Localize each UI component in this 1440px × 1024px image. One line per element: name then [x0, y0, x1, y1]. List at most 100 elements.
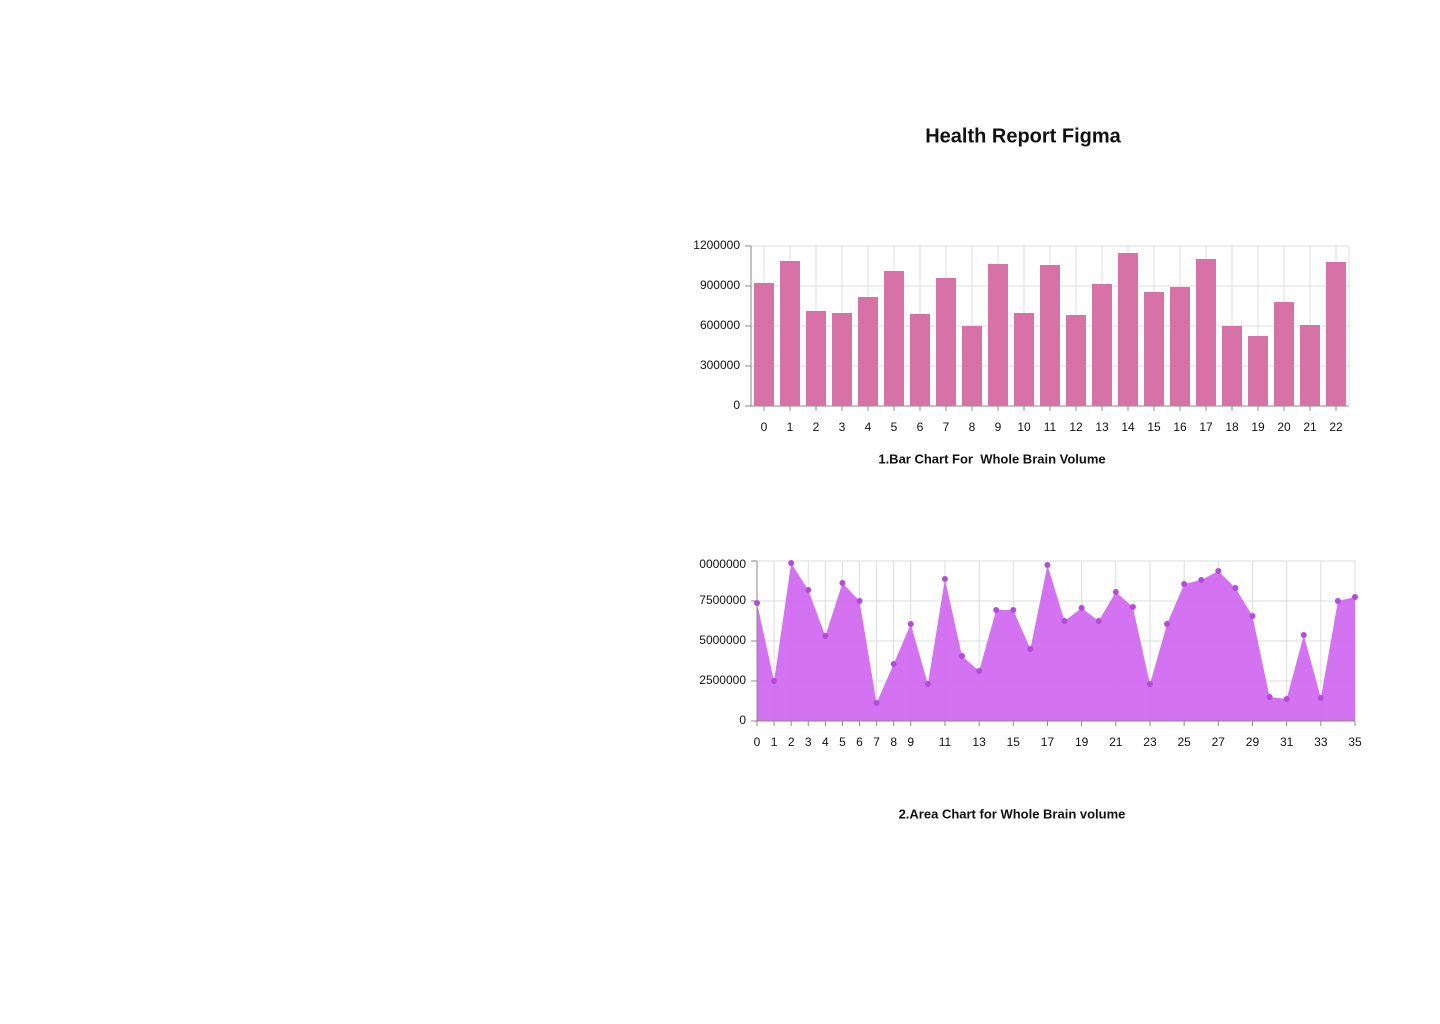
- x-tick-label: 11: [1044, 420, 1057, 434]
- bar: [780, 261, 800, 406]
- point: [771, 678, 778, 684]
- bar: [1222, 326, 1242, 406]
- y-tick-label: 7500000: [699, 593, 746, 607]
- point: [1027, 646, 1034, 652]
- area: [757, 563, 1355, 721]
- x-tick-label: 12: [1069, 420, 1083, 434]
- point: [1112, 589, 1119, 595]
- point: [856, 598, 863, 604]
- point: [993, 607, 1000, 613]
- x-tick-label: 3: [805, 735, 812, 749]
- x-tick-label: 5: [891, 420, 898, 434]
- x-tick-label: 11: [939, 735, 952, 749]
- y-tick-label: 2500000: [699, 673, 746, 687]
- x-tick-label: 7: [943, 420, 950, 434]
- x-tick-label: 35: [1348, 735, 1362, 749]
- point: [754, 600, 760, 606]
- x-tick-label: 20: [1277, 420, 1291, 434]
- x-tick-label: 4: [822, 735, 829, 749]
- x-tick-label: 15: [1147, 420, 1161, 434]
- point: [1164, 621, 1171, 627]
- x-tick-label: 8: [890, 735, 897, 749]
- point: [822, 633, 829, 639]
- bar: [1118, 253, 1138, 406]
- x-tick-label: 27: [1212, 735, 1226, 749]
- point: [1352, 594, 1358, 600]
- x-tick-label: 4: [865, 420, 872, 434]
- x-tick-label: 19: [1251, 420, 1265, 434]
- point: [788, 560, 795, 566]
- x-tick-label: 8: [969, 420, 976, 434]
- point: [1198, 577, 1205, 583]
- point: [976, 668, 983, 674]
- x-tick-label: 7: [873, 735, 880, 749]
- chart-caption: 2.Area Chart for Whole Brain volume: [899, 806, 1126, 821]
- page-title: Health Report Figma: [925, 125, 1121, 147]
- point: [1317, 695, 1324, 701]
- x-tick-label: 0: [761, 420, 768, 434]
- point: [1232, 585, 1239, 591]
- x-tick-label: 2: [813, 420, 820, 434]
- x-tick-label: 1: [787, 420, 794, 434]
- point: [959, 653, 966, 659]
- point: [1283, 696, 1290, 702]
- bar: [884, 271, 904, 406]
- x-tick-label: 33: [1314, 735, 1328, 749]
- x-tick-label: 0: [754, 735, 761, 749]
- bar: [1300, 325, 1320, 406]
- point: [890, 661, 897, 667]
- bar: [1274, 302, 1294, 406]
- x-tick-label: 1: [771, 735, 778, 749]
- bar: [1144, 292, 1164, 406]
- x-tick-label: 6: [917, 420, 924, 434]
- x-tick-label: 18: [1225, 420, 1239, 434]
- bar: [962, 326, 982, 406]
- point: [1249, 613, 1256, 619]
- point: [1061, 618, 1068, 624]
- bar: [1040, 265, 1060, 406]
- bar: [754, 283, 774, 406]
- y-tick-label: 300000: [700, 358, 740, 372]
- point: [1044, 562, 1051, 568]
- x-tick-label: 29: [1246, 735, 1260, 749]
- bar: [1014, 313, 1034, 406]
- y-tick-label: 900000: [700, 278, 740, 292]
- point: [1300, 632, 1307, 638]
- bar: [936, 278, 956, 406]
- bar: [1248, 336, 1268, 406]
- point: [1095, 618, 1102, 624]
- bar: [832, 313, 852, 406]
- point: [839, 580, 846, 586]
- x-tick-label: 13: [972, 735, 986, 749]
- x-tick-label: 6: [856, 735, 863, 749]
- x-tick-label: 17: [1199, 420, 1213, 434]
- x-tick-label: 9: [995, 420, 1002, 434]
- point: [1010, 607, 1017, 613]
- point: [1146, 681, 1153, 687]
- point: [1078, 605, 1085, 611]
- point: [1129, 604, 1136, 610]
- bar: [988, 264, 1008, 406]
- point: [941, 576, 948, 582]
- x-tick-label: 15: [1007, 735, 1021, 749]
- point: [907, 621, 914, 627]
- y-tick-label: 0: [733, 398, 740, 412]
- y-tick-label: 5000000: [699, 633, 746, 647]
- point: [805, 587, 812, 593]
- x-tick-label: 5: [839, 735, 846, 749]
- point: [1334, 598, 1341, 604]
- bar: [806, 311, 826, 406]
- x-tick-label: 21: [1303, 420, 1317, 434]
- bar: [1326, 262, 1346, 406]
- y-tick-label: 0: [739, 713, 746, 727]
- x-tick-label: 10: [1017, 420, 1031, 434]
- x-tick-label: 21: [1109, 735, 1123, 749]
- x-tick-label: 9: [907, 735, 914, 749]
- x-tick-label: 19: [1075, 735, 1089, 749]
- bar: [1196, 259, 1216, 406]
- point: [1266, 694, 1273, 700]
- x-tick-label: 13: [1095, 420, 1109, 434]
- y-tick-label: 1200000: [693, 238, 740, 252]
- x-tick-label: 2: [788, 735, 795, 749]
